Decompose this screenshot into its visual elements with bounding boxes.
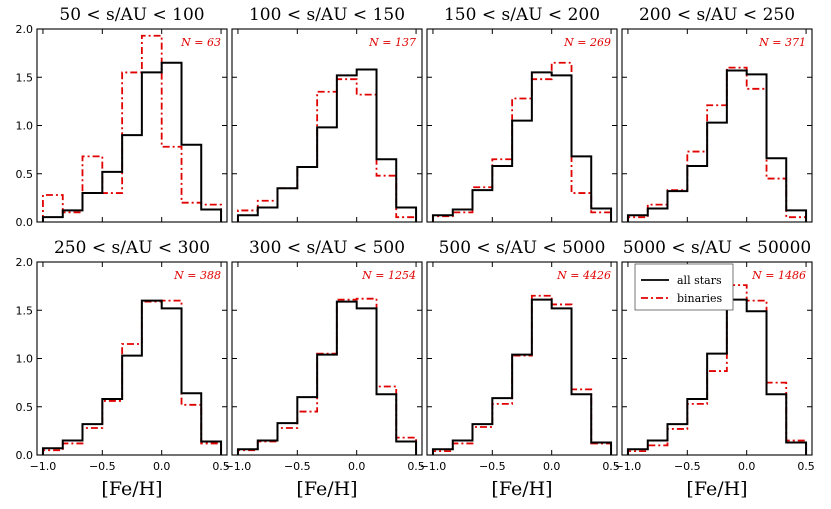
x-tick-label: 0.0 (543, 460, 561, 473)
y-tick-label: 0.0 (16, 449, 34, 462)
panel-7: 500 < s/AU < 5000 N = 4426 −1.0 −0.5 0.0 0.5 [… (420, 238, 620, 500)
x-axis-label: [Fe/H] (686, 478, 747, 500)
binaries-step-line (432, 294, 612, 455)
y-tick-label: 2.0 (16, 256, 34, 269)
panel-title: 100 < s/AU < 150 (249, 5, 405, 25)
all-stars-step-line (41, 61, 223, 222)
all-stars-step-line (236, 68, 418, 222)
binaries-step-line (237, 297, 417, 455)
panel-title: 200 < s/AU < 250 (639, 5, 795, 25)
n-count-label: N = 1254 (361, 269, 416, 282)
legend-binaries-label: binaries (677, 292, 722, 305)
y-tick-label: 0.5 (16, 401, 34, 414)
x-tick-label: 0.0 (738, 460, 756, 473)
all-stars-step-line (431, 298, 613, 455)
legend-box (634, 263, 734, 311)
x-tick-label: 0.0 (153, 460, 171, 473)
binaries-step-line (432, 61, 612, 222)
axes-frame (36, 261, 228, 456)
panel-5: 250 < s/AU < 300 N = 388 0.0 0.5 1.0 1.5 2.0 −1… (16, 238, 230, 500)
x-tick-label: 0.5 (212, 460, 230, 473)
legend-all-stars-label: all stars (677, 274, 722, 287)
all-stars-step-line (41, 299, 223, 455)
x-tick-label: −0.5 (284, 460, 311, 473)
panel-6: 300 < s/AU < 500 N = 1254 −1.0 −0.5 0.0 0.5 [F… (225, 238, 425, 500)
axes-frame (621, 28, 813, 223)
n-count-label: N = 1486 (751, 269, 806, 282)
x-tick-label: 0.5 (407, 460, 425, 473)
panel-1: 50 < s/AU < 100 N = 63 0.0 0.5 1.0 1.5 2.0 (16, 5, 228, 229)
legend: all stars binaries (634, 263, 734, 311)
x-axis-label: [Fe/H] (296, 478, 357, 500)
all-stars-step-line (626, 69, 808, 222)
panel-title: 300 < s/AU < 500 (249, 238, 405, 258)
panel-4: 200 < s/AU < 250 N = 371 (621, 5, 813, 223)
y-tick-label: 1.0 (16, 120, 34, 133)
x-tick-label: −1.0 (615, 460, 642, 473)
x-tick-label: −0.5 (674, 460, 701, 473)
axes-frame (36, 28, 228, 223)
binaries-step-line (42, 34, 222, 222)
binaries-step-line (627, 284, 807, 455)
y-tick-label: 1.0 (16, 353, 34, 366)
n-count-label: N = 137 (368, 36, 416, 49)
x-tick-label: 0.0 (348, 460, 366, 473)
y-tick-label: 2.0 (16, 23, 34, 36)
y-tick-label: 0.0 (16, 216, 34, 229)
all-stars-step-line (236, 300, 418, 455)
panel-title: 150 < s/AU < 200 (444, 5, 600, 25)
panel-3: 150 < s/AU < 200 N = 269 (426, 5, 618, 223)
axes-frame (231, 28, 423, 223)
n-count-label: N = 371 (758, 36, 806, 49)
x-tick-label: 0.5 (797, 460, 815, 473)
y-tick-label: 1.5 (16, 304, 34, 317)
n-count-label: N = 388 (173, 269, 221, 282)
n-count-label: N = 4426 (556, 269, 611, 282)
panel-title: 500 < s/AU < 5000 (439, 238, 606, 258)
y-tick-label: 1.5 (16, 71, 34, 84)
panels-group: 50 < s/AU < 100 N = 63 0.0 0.5 1.0 1.5 2.0 100 … (16, 5, 815, 500)
x-tick-label: −1.0 (420, 460, 447, 473)
all-stars-step-line (626, 298, 808, 455)
binaries-step-line (237, 78, 417, 222)
all-stars-step-line (431, 71, 613, 222)
y-tick-label: 0.5 (16, 168, 34, 181)
panel-title: 5000 < s/AU < 50000 (623, 238, 812, 258)
binaries-step-line (627, 66, 807, 222)
axes-frame (426, 261, 618, 456)
panel-title: 250 < s/AU < 300 (54, 238, 210, 258)
panel-2: 100 < s/AU < 150 N = 137 (231, 5, 423, 223)
panel-title: 50 < s/AU < 100 (59, 5, 204, 25)
n-count-label: N = 269 (563, 36, 611, 49)
x-tick-label: −1.0 (30, 460, 57, 473)
x-tick-label: −0.5 (479, 460, 506, 473)
axes-frame (231, 261, 423, 456)
x-tick-label: −0.5 (89, 460, 116, 473)
n-count-label: N = 63 (180, 36, 221, 49)
x-tick-label: −1.0 (225, 460, 252, 473)
x-axis-label: [Fe/H] (491, 478, 552, 500)
panel-8: 5000 < s/AU < 50000 N = 1486 −1.0 −0.5 0.0 0.… (615, 238, 815, 500)
x-axis-label: [Fe/H] (101, 478, 162, 500)
binaries-step-line (42, 299, 222, 455)
x-tick-label: 0.5 (602, 460, 620, 473)
